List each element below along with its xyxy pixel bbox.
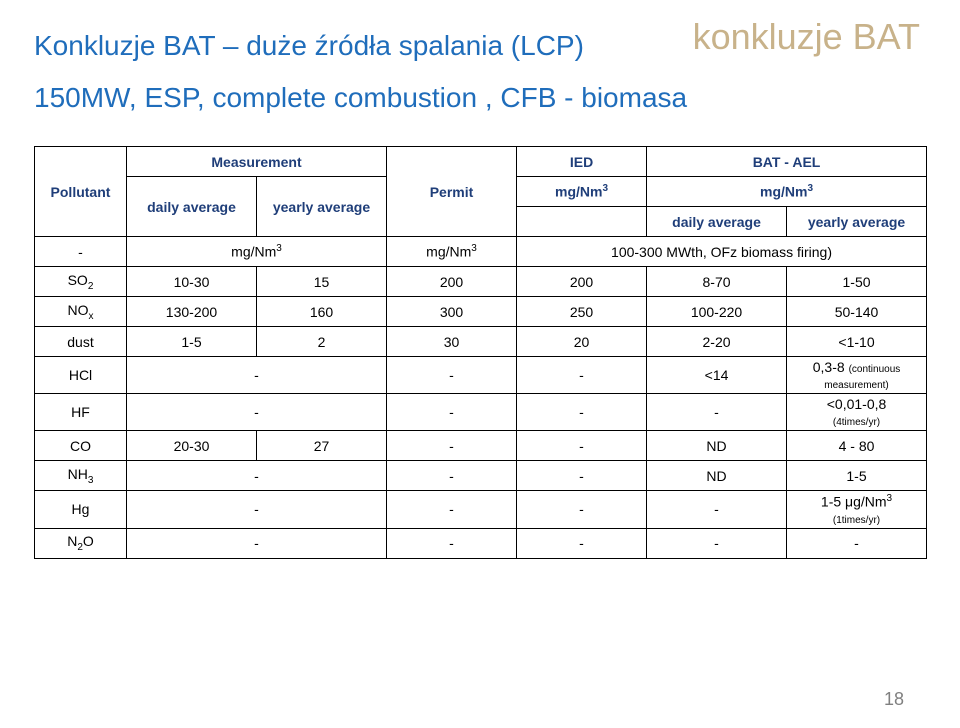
col-ied-unit: mg/Nm3 <box>517 177 647 207</box>
bat-daily-cell: 100-220 <box>647 297 787 327</box>
bat-yearly-cell: <0,01-0,8(4times/yr) <box>787 394 927 431</box>
permit-cell: - <box>387 461 517 491</box>
table-row: NH3---ND1-5 <box>35 461 927 491</box>
header: Konkluzje BAT – duże źródła spalania (LC… <box>0 0 960 114</box>
bat-daily-cell: - <box>647 491 787 529</box>
daily-cell: 10-30 <box>127 267 257 297</box>
pollutant-cell: SO2 <box>35 267 127 297</box>
table-row: HF----<0,01-0,8(4times/yr) <box>35 394 927 431</box>
daily-cell: 20-30 <box>127 431 257 461</box>
bat-daily-cell: - <box>647 394 787 431</box>
bat-daily-cell: 2-20 <box>647 327 787 357</box>
col-measurement: Measurement <box>127 147 387 177</box>
table-row: SO210-30152002008-701-50 <box>35 267 927 297</box>
permit-cell: - <box>387 491 517 529</box>
permit-cell: - <box>387 528 517 558</box>
yearly-cell: 2 <box>257 327 387 357</box>
ied-cell: - <box>517 461 647 491</box>
bat-yearly-cell: 1-5 μg/Nm3(1times/yr) <box>787 491 927 529</box>
unit-meas: mg/Nm3 <box>127 237 387 267</box>
ied-cell: - <box>517 491 647 529</box>
measurement-cell: - <box>127 528 387 558</box>
pollutant-cell: N2O <box>35 528 127 558</box>
table-header-row: Pollutant Measurement Permit IED BAT - A… <box>35 147 927 177</box>
page-title-blue: Konkluzje BAT – duże źródła spalania (LC… <box>34 30 584 62</box>
col-bat-unit: mg/Nm3 <box>647 177 927 207</box>
pollutant-cell: dust <box>35 327 127 357</box>
pollutant-cell: HF <box>35 394 127 431</box>
unit-permit: mg/Nm3 <box>387 237 517 267</box>
table-row: Hg----1-5 μg/Nm3(1times/yr) <box>35 491 927 529</box>
pollutant-cell: NH3 <box>35 461 127 491</box>
emissions-table: Pollutant Measurement Permit IED BAT - A… <box>34 146 927 559</box>
measurement-cell: - <box>127 394 387 431</box>
bat-daily-cell: ND <box>647 431 787 461</box>
permit-cell: - <box>387 431 517 461</box>
page-title-tan: konkluzje BAT <box>693 16 920 58</box>
permit-cell: 300 <box>387 297 517 327</box>
col-ied: IED <box>517 147 647 177</box>
bat-yearly-cell: 0,3-8 (continuous measurement) <box>787 357 927 394</box>
measurement-cell: - <box>127 491 387 529</box>
bat-daily-cell: 8-70 <box>647 267 787 297</box>
bat-daily-cell: ND <box>647 461 787 491</box>
permit-cell: 200 <box>387 267 517 297</box>
yearly-cell: 27 <box>257 431 387 461</box>
bat-yearly-cell: 1-5 <box>787 461 927 491</box>
permit-cell: 30 <box>387 327 517 357</box>
table-row: CO20-3027--ND4 - 80 <box>35 431 927 461</box>
permit-cell: - <box>387 357 517 394</box>
pollutant-cell: Hg <box>35 491 127 529</box>
measurement-cell: - <box>127 357 387 394</box>
bat-daily-cell: - <box>647 528 787 558</box>
pollutant-cell: HCl <box>35 357 127 394</box>
ied-cell: 200 <box>517 267 647 297</box>
unit-dash: - <box>35 237 127 267</box>
ied-cell: - <box>517 394 647 431</box>
daily-cell: 130-200 <box>127 297 257 327</box>
table-unit-row: - mg/Nm3 mg/Nm3 100-300 MWth, OFz biomas… <box>35 237 927 267</box>
col-bat-daily: daily average <box>647 207 787 237</box>
col-bat-ael: BAT - AEL <box>647 147 927 177</box>
bat-yearly-cell: 50-140 <box>787 297 927 327</box>
page-number: 18 <box>884 689 904 710</box>
pollutant-cell: NOx <box>35 297 127 327</box>
ied-cell: 250 <box>517 297 647 327</box>
bat-yearly-cell: 1-50 <box>787 267 927 297</box>
table-row: N2O----- <box>35 528 927 558</box>
unit-note: 100-300 MWth, OFz biomass firing) <box>517 237 927 267</box>
ied-cell: - <box>517 431 647 461</box>
col-daily-avg: daily average <box>127 177 257 237</box>
permit-cell: - <box>387 394 517 431</box>
ied-cell: 20 <box>517 327 647 357</box>
ied-cell: - <box>517 528 647 558</box>
col-ied-blank <box>517 207 647 237</box>
col-yearly-avg: yearly average <box>257 177 387 237</box>
pollutant-cell: CO <box>35 431 127 461</box>
bat-yearly-cell: <1-10 <box>787 327 927 357</box>
table-row: dust1-5230202-20<1-10 <box>35 327 927 357</box>
col-pollutant: Pollutant <box>35 147 127 237</box>
bat-yearly-cell: 4 - 80 <box>787 431 927 461</box>
title-row: Konkluzje BAT – duże źródła spalania (LC… <box>34 22 926 64</box>
yearly-cell: 15 <box>257 267 387 297</box>
yearly-cell: 160 <box>257 297 387 327</box>
col-bat-yearly: yearly average <box>787 207 927 237</box>
col-permit: Permit <box>387 147 517 237</box>
bat-yearly-cell: - <box>787 528 927 558</box>
daily-cell: 1-5 <box>127 327 257 357</box>
bat-daily-cell: <14 <box>647 357 787 394</box>
page-subtitle: 150MW, ESP, complete combustion , CFB - … <box>34 82 926 114</box>
measurement-cell: - <box>127 461 387 491</box>
table-row: HCl---<140,3-8 (continuous measurement) <box>35 357 927 394</box>
table-row: NOx130-200160300250100-22050-140 <box>35 297 927 327</box>
ied-cell: - <box>517 357 647 394</box>
